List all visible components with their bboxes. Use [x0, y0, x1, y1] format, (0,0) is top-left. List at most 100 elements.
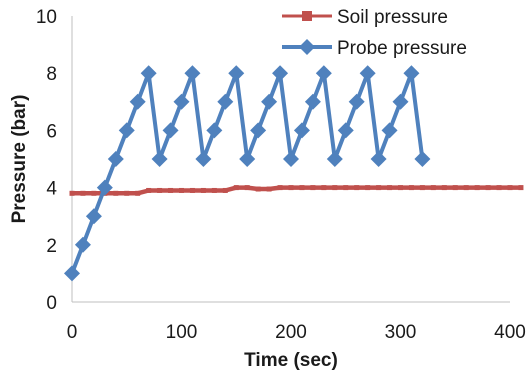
data-point-probe-pressure: [228, 65, 245, 82]
data-point-probe-pressure: [162, 122, 179, 139]
data-point-soil-pressure: [452, 185, 458, 191]
data-point-soil-pressure: [157, 187, 163, 193]
data-point-probe-pressure: [118, 122, 135, 139]
data-point-soil-pressure: [211, 187, 217, 193]
data-point-soil-pressure: [135, 190, 141, 196]
plot-area: [71, 16, 510, 303]
data-point-soil-pressure: [189, 187, 195, 193]
data-point-soil-pressure: [398, 185, 403, 191]
data-point-soil-pressure: [408, 185, 414, 191]
data-point-probe-pressure: [304, 93, 321, 110]
data-point-soil-pressure: [288, 185, 294, 191]
data-point-probe-pressure: [337, 122, 354, 139]
data-point-soil-pressure: [91, 190, 97, 196]
y-tick-label: 0: [46, 293, 57, 314]
data-point-soil-pressure: [441, 185, 447, 191]
data-point-probe-pressure: [250, 122, 267, 139]
legend-label-probe-pressure: Probe pressure: [337, 38, 467, 59]
data-point-soil-pressure: [474, 185, 480, 191]
data-point-probe-pressure: [370, 151, 387, 167]
data-point-soil-pressure: [419, 185, 425, 191]
data-point-soil-pressure: [321, 185, 327, 191]
data-point-soil-pressure: [485, 185, 491, 191]
data-point-soil-pressure: [146, 187, 152, 193]
data-point-soil-pressure: [277, 185, 283, 191]
data-point-probe-pressure: [326, 151, 343, 167]
x-tick-label: 400: [494, 322, 526, 343]
legend: Soil pressure Probe pressure: [282, 7, 467, 59]
data-point-probe-pressure: [151, 151, 168, 167]
data-point-soil-pressure: [168, 187, 174, 193]
data-point-soil-pressure: [496, 185, 502, 191]
x-tick-label: 200: [275, 322, 307, 343]
data-point-probe-pressure: [272, 65, 289, 82]
data-point-soil-pressure: [343, 185, 349, 191]
data-point-probe-pressure: [74, 236, 91, 253]
data-point-soil-pressure: [266, 186, 272, 192]
data-point-probe-pressure: [107, 151, 124, 167]
data-point-soil-pressure: [376, 185, 382, 191]
data-point-probe-pressure: [173, 93, 190, 110]
data-point-probe-pressure: [414, 151, 431, 167]
data-point-probe-pressure: [140, 65, 157, 82]
data-point-probe-pressure: [381, 122, 398, 139]
data-point-soil-pressure: [463, 185, 469, 191]
x-tick-label: 100: [166, 322, 198, 343]
series-probe-pressure: [64, 65, 431, 282]
data-point-soil-pressure: [244, 185, 250, 191]
data-point-soil-pressure: [69, 190, 75, 196]
legend-entry-probe-pressure: Probe pressure: [282, 38, 467, 59]
data-point-probe-pressure: [217, 93, 234, 110]
data-point-soil-pressure: [179, 187, 184, 193]
data-point-probe-pressure: [315, 65, 332, 82]
y-tick-label: 2: [46, 236, 57, 257]
data-point-soil-pressure: [518, 185, 524, 191]
data-point-probe-pressure: [206, 122, 223, 139]
x-tick-label: 300: [385, 322, 417, 343]
data-point-probe-pressure: [184, 65, 201, 82]
data-point-probe-pressure: [283, 151, 299, 167]
data-point-probe-pressure: [96, 179, 113, 196]
data-point-probe-pressure: [359, 65, 376, 82]
y-tick-label: 10: [36, 7, 57, 28]
series-line-probe-pressure: [70, 71, 425, 275]
legend-label-soil-pressure: Soil pressure: [337, 7, 448, 28]
data-point-soil-pressure: [299, 185, 305, 191]
series-layer: [64, 65, 524, 282]
data-point-probe-pressure: [64, 265, 80, 282]
data-point-soil-pressure: [233, 185, 239, 191]
data-point-soil-pressure: [332, 185, 338, 191]
y-tick-label: 4: [46, 179, 57, 200]
data-point-probe-pressure: [129, 93, 146, 110]
data-point-soil-pressure: [430, 185, 436, 191]
x-axis-title: Time (sec): [244, 350, 338, 371]
x-tick-labels: 0 100 200 300 400: [67, 322, 526, 343]
legend-swatch-probe-marker: [299, 39, 315, 55]
data-point-soil-pressure: [507, 185, 513, 191]
y-tick-labels: 0 2 4 6 8 10: [36, 7, 58, 314]
x-tick-label: 0: [67, 322, 78, 343]
legend-swatch-soil-marker: [302, 11, 312, 21]
data-point-probe-pressure: [403, 65, 420, 82]
y-tick-label: 8: [46, 64, 57, 85]
data-point-soil-pressure: [255, 186, 261, 192]
data-point-probe-pressure: [392, 93, 409, 110]
y-axis-title: Pressure (bar): [9, 95, 30, 224]
data-point-soil-pressure: [365, 185, 371, 191]
data-point-soil-pressure: [222, 187, 228, 193]
data-point-probe-pressure: [261, 93, 278, 110]
data-point-probe-pressure: [293, 122, 310, 139]
data-point-soil-pressure: [124, 190, 130, 196]
data-point-soil-pressure: [80, 190, 86, 196]
data-point-soil-pressure: [310, 185, 316, 191]
data-point-soil-pressure: [354, 185, 360, 191]
y-tick-label: 6: [46, 121, 57, 142]
data-point-probe-pressure: [239, 151, 256, 167]
data-point-soil-pressure: [113, 190, 119, 196]
legend-entry-soil-pressure: Soil pressure: [282, 7, 448, 28]
data-point-probe-pressure: [85, 208, 102, 225]
data-point-soil-pressure: [387, 185, 393, 191]
series-soil-pressure: [69, 185, 524, 196]
data-point-soil-pressure: [200, 187, 206, 193]
